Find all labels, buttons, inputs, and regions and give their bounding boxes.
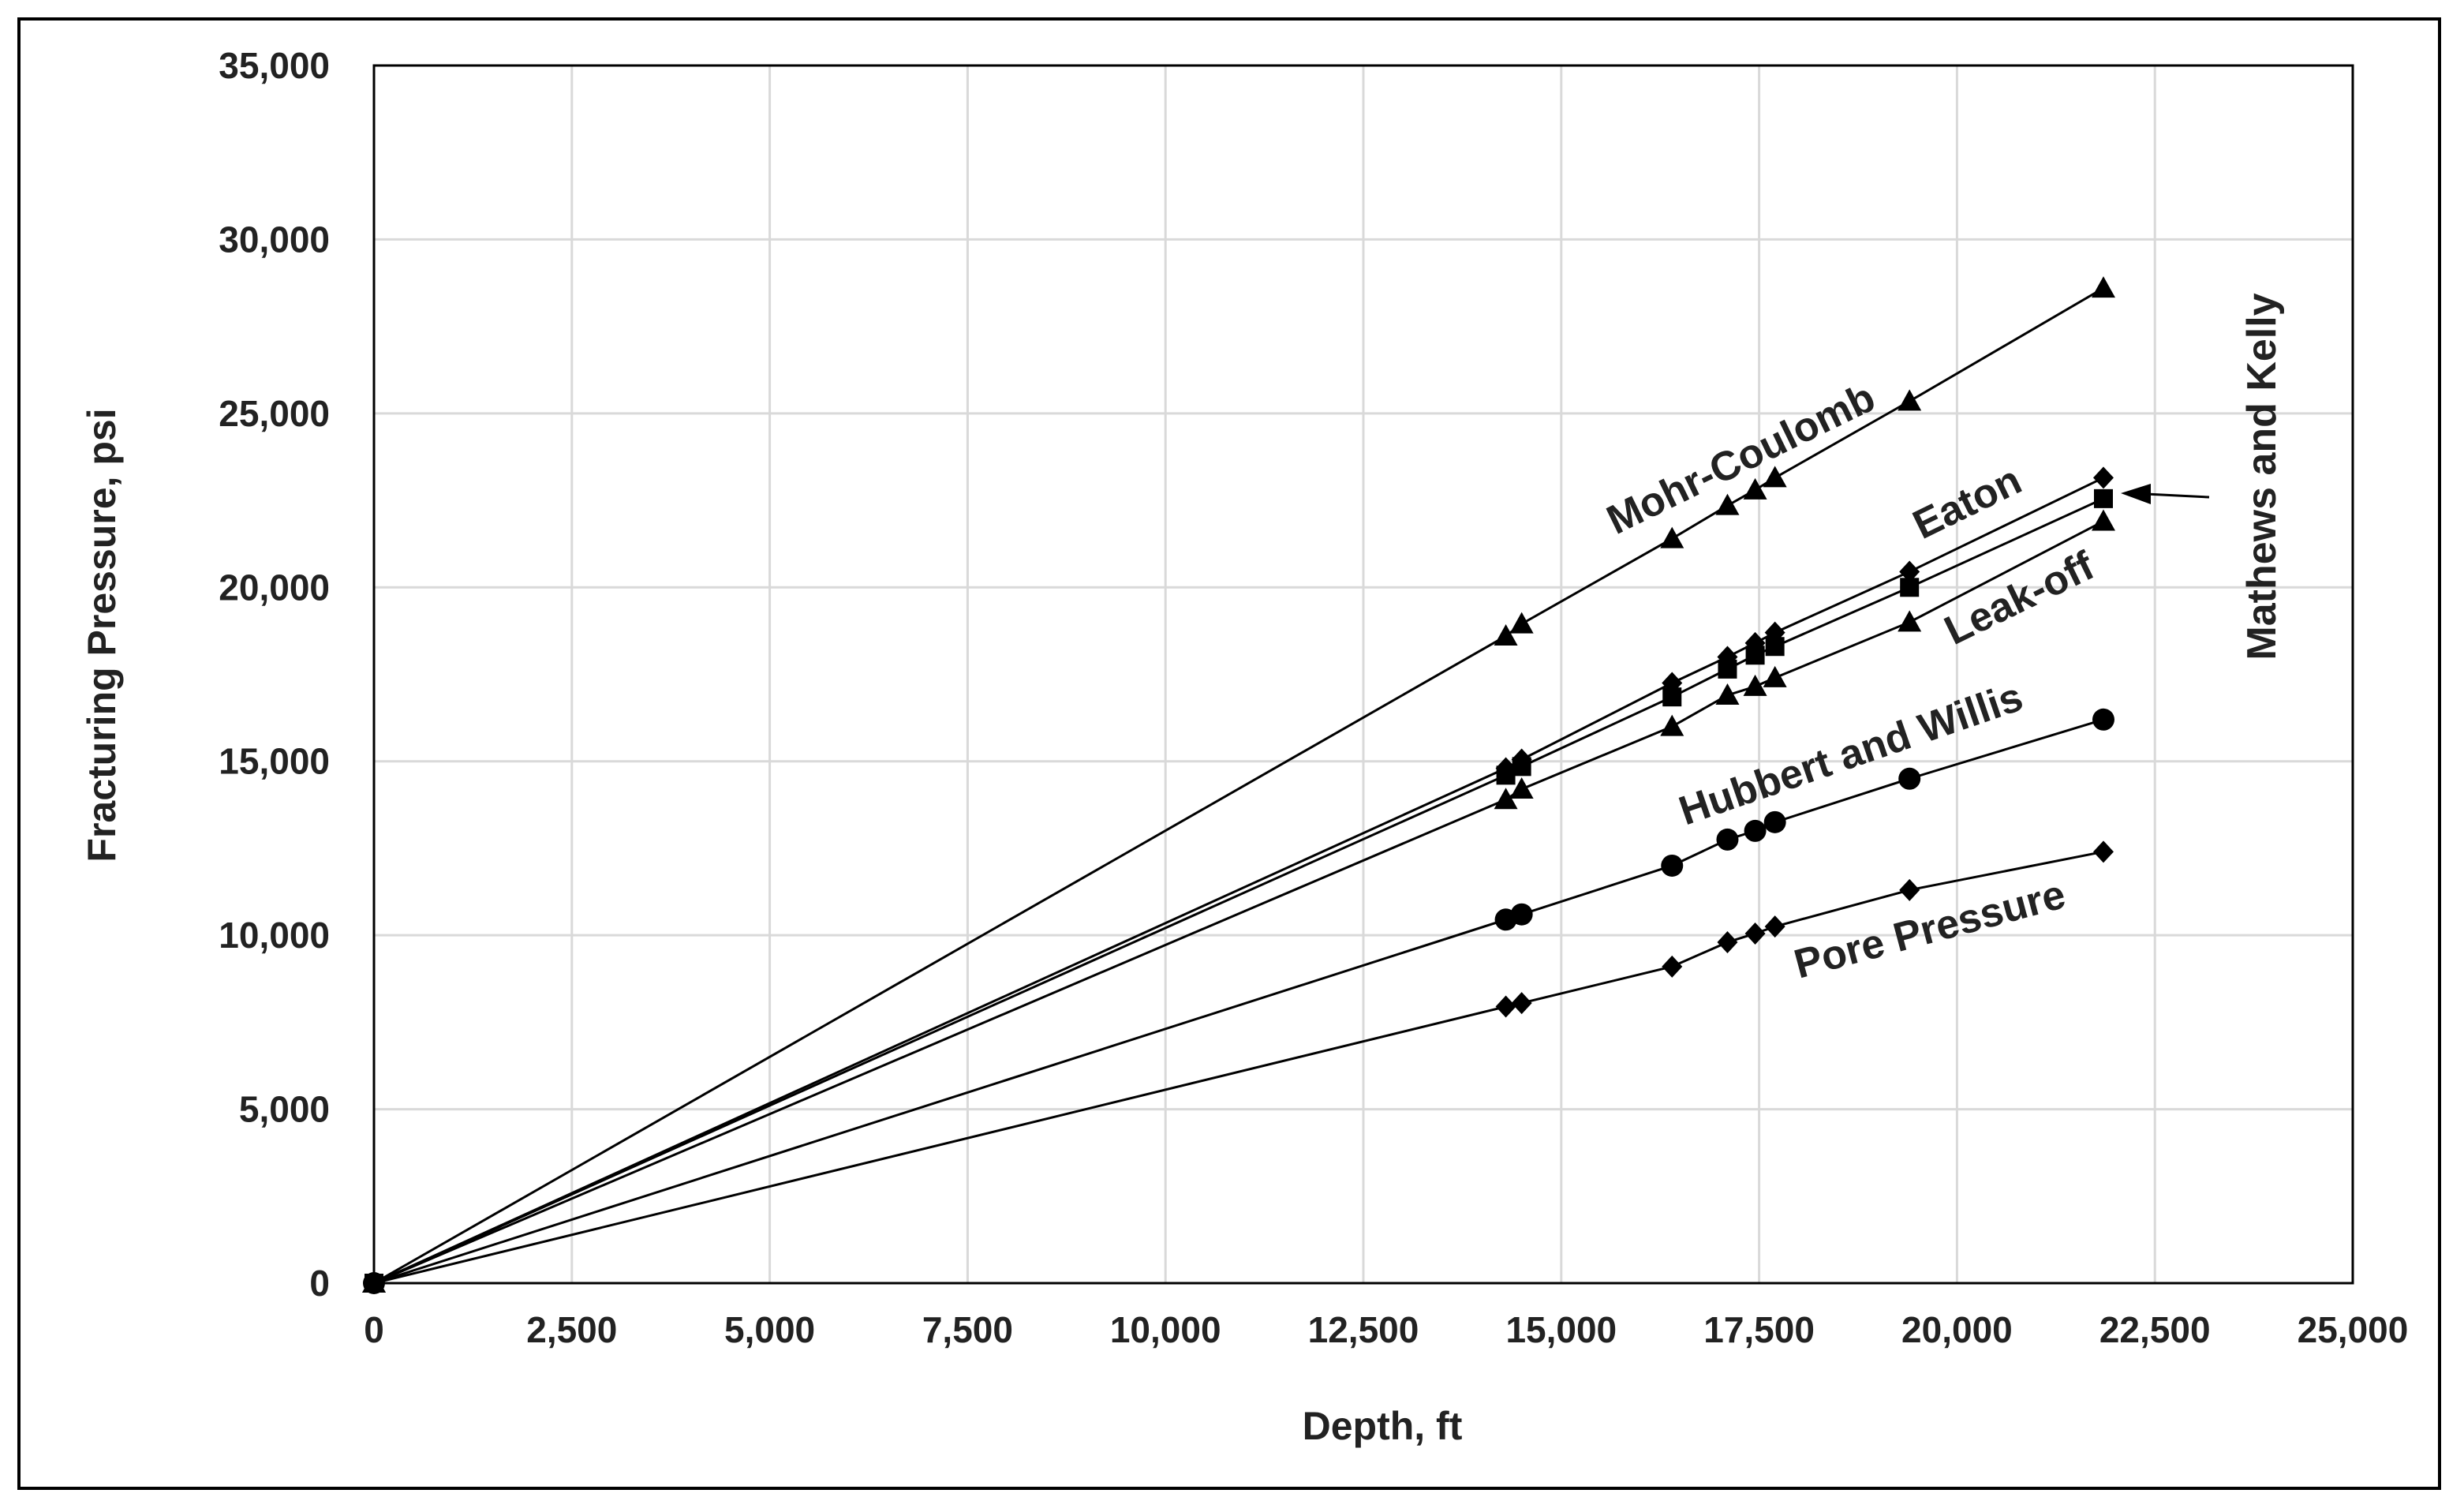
y-tick-labels: 0 5,000 10,000 15,000 20,000 25,000 30,000 35,0… (219, 45, 330, 1304)
data-markers (362, 276, 2115, 1294)
data-point-hubbert-and-willis (2092, 708, 2114, 731)
data-point-mathews-and-kelly (1899, 560, 1920, 583)
data-point-hubbert-and-willis (1898, 767, 1921, 790)
chart-frame (17, 17, 2441, 1490)
data-point-pore-pressure (1899, 878, 1920, 901)
data-point-eaton (2093, 488, 2113, 508)
data-point-eaton (1745, 646, 1765, 665)
x-tick-label: 12,500 (1308, 1309, 1419, 1350)
x-tick-label: 0 (364, 1309, 384, 1350)
y-tick-label: 10,000 (219, 915, 330, 956)
x-tick-labels: 0 2,500 5,000 7,500 10,000 12,500 15,000 17,500… (364, 1309, 2408, 1350)
plot-area-border (372, 64, 2354, 1285)
data-point-hubbert-and-willis (1763, 810, 1786, 833)
data-point-eaton (1512, 757, 1531, 777)
y-tick-label: 20,000 (219, 567, 330, 608)
x-tick-label: 5,000 (724, 1309, 815, 1350)
y-tick-label: 0 (309, 1263, 330, 1304)
y-tick-label: 25,000 (219, 393, 330, 434)
series-line-mohr-coulomb (373, 286, 2104, 1285)
label-mohr-coulomb: Mohr-Coulomb (1600, 375, 1883, 544)
data-point-pore-pressure (1744, 922, 1766, 945)
mathews-kelly-arrow-head (2121, 484, 2151, 504)
data-point-mohr-coulomb (1660, 526, 1684, 548)
data-point-mathews-and-kelly (2092, 466, 2114, 489)
data-point-pore-pressure (1662, 955, 1683, 978)
x-tick-label: 15,000 (1505, 1309, 1617, 1350)
data-point-leak-off (1715, 683, 1740, 705)
data-point-mohr-coulomb (1509, 612, 1534, 634)
data-point-pore-pressure (1495, 995, 1516, 1018)
x-tick-label: 25,000 (2298, 1309, 2409, 1350)
data-point-leak-off (1898, 610, 1922, 632)
data-point-mohr-coulomb (1898, 389, 1922, 411)
label-pore-pressure: Pore Pressure (1789, 871, 2070, 987)
data-point-leak-off (1494, 788, 1518, 810)
label-eaton: Eaton (1906, 457, 2028, 548)
grid-lines (372, 64, 2354, 1285)
data-point-eaton (1662, 687, 1682, 707)
y-tick-label: 35,000 (219, 45, 330, 86)
data-point-leak-off (1763, 665, 1787, 687)
series-line-hubbert-and-willis (373, 718, 2104, 1285)
x-tick-label: 22,500 (2099, 1309, 2211, 1350)
y-tick-label: 15,000 (219, 741, 330, 782)
x-tick-label: 17,500 (1703, 1309, 1815, 1350)
data-point-eaton (1765, 637, 1785, 657)
data-point-mohr-coulomb (1743, 477, 1767, 500)
label-mathews-kelly: Mathews and Kelly (2239, 293, 2285, 660)
data-point-leak-off (1660, 714, 1684, 736)
data-point-pore-pressure (1511, 992, 1532, 1015)
x-tick-label: 20,000 (1901, 1309, 2013, 1350)
data-point-leak-off (2091, 509, 2115, 531)
series-line-pore-pressure (373, 850, 2104, 1285)
mathews-kelly-arrow-line (2145, 492, 2210, 499)
data-point-eaton (1496, 765, 1516, 785)
data-point-pore-pressure (364, 1272, 384, 1294)
x-tick-label: 2,500 (526, 1309, 617, 1350)
data-point-hubbert-and-willis (1661, 854, 1684, 877)
y-tick-label: 30,000 (219, 219, 330, 260)
series-line-mathews-and-kelly (373, 477, 2104, 1285)
data-point-eaton (1900, 578, 1920, 597)
label-leak-off: Leak-off (1938, 543, 2102, 654)
series-line-leak-off (373, 520, 2104, 1285)
data-point-pore-pressure (1717, 930, 1738, 953)
data-point-pore-pressure (1764, 915, 1785, 938)
x-axis-title: Depth, ft (1303, 1404, 1463, 1448)
y-tick-label: 5,000 (239, 1089, 330, 1130)
x-tick-label: 7,500 (922, 1309, 1013, 1350)
data-point-hubbert-and-willis (1744, 819, 1767, 842)
data-point-leak-off (1743, 674, 1767, 696)
data-point-hubbert-and-willis (1510, 903, 1533, 926)
data-point-mohr-coulomb (1715, 493, 1740, 515)
x-tick-label: 10,000 (1110, 1309, 1221, 1350)
data-point-leak-off (1509, 777, 1534, 799)
series-lines (373, 286, 2104, 1285)
data-point-pore-pressure (2092, 840, 2114, 863)
data-point-eaton (1718, 659, 1737, 679)
data-point-hubbert-and-willis (1716, 828, 1739, 851)
y-axis-title: Fracturing Pressure, psi (80, 408, 124, 862)
data-point-mohr-coulomb (2091, 276, 2115, 298)
data-point-mohr-coulomb (1763, 466, 1787, 488)
data-point-mohr-coulomb (1494, 624, 1518, 646)
